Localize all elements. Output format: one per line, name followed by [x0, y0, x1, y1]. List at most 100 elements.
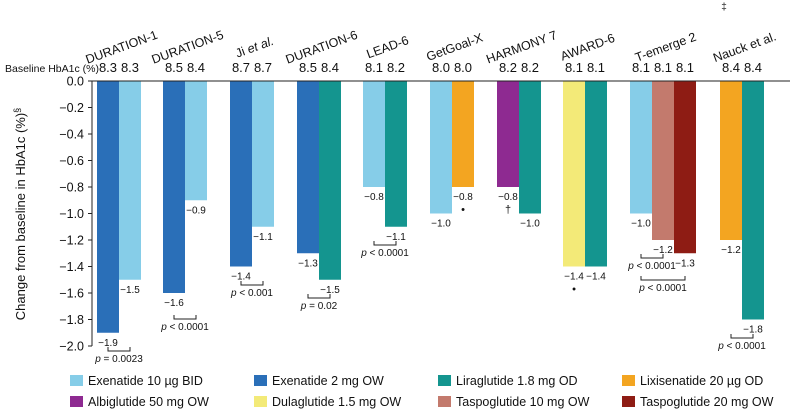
significance-bracket [640, 276, 686, 281]
baseline-value: 8.2 [387, 60, 405, 75]
bar-footnote-mark: • [461, 204, 465, 216]
bar [185, 81, 207, 201]
p-symbol: p [300, 301, 307, 312]
bar [252, 81, 274, 227]
study-name-italic: et al. [242, 34, 276, 58]
bar [230, 81, 252, 267]
bar [652, 81, 674, 240]
y-axis-title: Change from baseline in HbA1c (%)§ [12, 108, 28, 320]
p-symbol: p [717, 341, 724, 352]
bar-footnote-mark: † [505, 204, 511, 216]
bar [163, 81, 185, 293]
bar [563, 81, 585, 267]
p-value-label: p < 0.0001 [627, 261, 676, 272]
baseline-value: 8.7 [232, 60, 250, 75]
baseline-value: 8.1 [365, 60, 383, 75]
bar-value-label: −1.3 [675, 258, 695, 269]
bar [585, 81, 607, 267]
baseline-value: 8.0 [454, 60, 472, 75]
y-tick-label: −1.6 [59, 287, 84, 301]
legend-item-taspoglutide-10: Taspoglutide 10 mg OW [438, 395, 622, 409]
bar-value-label: −1.3 [298, 258, 318, 269]
bar-value-label: −1.5 [120, 285, 140, 296]
bar-value-label: −1.0 [520, 219, 540, 230]
bar-value-label: −1.6 [164, 298, 184, 309]
legend-label: Exenatide 10 µg BID [88, 373, 203, 388]
bar-value-label: −0.8 [498, 192, 518, 203]
y-tick-label: −1.8 [59, 313, 84, 327]
legend-label: Albiglutide 50 mg OW [88, 394, 209, 409]
bar-value-label: −1.5 [320, 285, 340, 296]
bar-footnote-mark: • [572, 284, 576, 296]
p-symbol: p [94, 354, 101, 365]
significance-bracket [640, 254, 664, 259]
legend-swatch [622, 396, 635, 407]
baseline-value: 8.2 [499, 60, 517, 75]
y-tick-label: 0.0 [67, 75, 84, 89]
bar [297, 81, 319, 254]
baseline-value: 8.0 [432, 60, 450, 75]
bar [430, 81, 452, 214]
p-symbol: p [638, 283, 645, 294]
study-footnote-mark: ‡ [721, 2, 727, 13]
significance-bracket [107, 347, 131, 352]
y-tick-label: −0.6 [59, 154, 84, 168]
bar [452, 81, 474, 187]
bar [497, 81, 519, 187]
baseline-value: 8.1 [632, 60, 650, 75]
bar [319, 81, 341, 280]
y-tick-label: −2.0 [59, 340, 84, 354]
p-symbol: p [230, 288, 237, 299]
baseline-value: 8.2 [521, 60, 539, 75]
y-tick-label: −1.0 [59, 207, 84, 221]
bar [519, 81, 541, 214]
baseline-value: 8.1 [654, 60, 672, 75]
significance-bracket [173, 315, 197, 320]
baseline-value: 8.4 [744, 60, 762, 75]
bar-value-label: −1.8 [743, 325, 763, 336]
y-axis-title-superscript: § [12, 108, 22, 113]
baseline-value: 8.3 [99, 60, 117, 75]
legend-item-dulaglutide: Dulaglutide 1.5 mg OW [254, 395, 438, 409]
baseline-hba1c-label: Baseline HbA1c (%) [5, 63, 99, 75]
study-name: GetGoal-X [424, 30, 485, 64]
significance-bracket [307, 294, 331, 299]
bar-value-label: −1.0 [431, 219, 451, 230]
bar-value-label: −1.0 [631, 219, 651, 230]
significance-bracket [730, 334, 754, 339]
bar-value-label: −1.4 [231, 272, 251, 283]
p-value-label: p < 0.0001 [717, 341, 766, 352]
baseline-value: 8.5 [299, 60, 317, 75]
bar-value-label: −0.8 [453, 192, 473, 203]
bar [385, 81, 407, 227]
y-tick-label: −0.4 [59, 128, 84, 142]
legend-label: Exenatide 2 mg OW [272, 373, 384, 388]
legend-item-liraglutide: Liraglutide 1.8 mg OD [438, 374, 622, 388]
legend-label: Lixisenatide 20 µg OD [640, 373, 764, 388]
p-value-label: p = 0.02 [300, 301, 338, 312]
legend-item-exenatide-ow: Exenatide 2 mg OW [254, 374, 438, 388]
legend-item-taspoglutide-20: Taspoglutide 20 mg OW [622, 395, 773, 409]
y-tick-label: −0.2 [59, 101, 84, 115]
legend-label: Dulaglutide 1.5 mg OW [272, 394, 402, 409]
bar-value-label: −1.4 [564, 272, 584, 283]
p-symbol: p [627, 261, 634, 272]
p-symbol: p [160, 322, 167, 333]
legend-item-albiglutide: Albiglutide 50 mg OW [70, 395, 254, 409]
baseline-value: 8.3 [121, 60, 139, 75]
legend-swatch [70, 396, 83, 407]
baseline-value: 8.1 [587, 60, 605, 75]
p-symbol: p [360, 248, 367, 259]
baseline-value: 8.4 [321, 60, 339, 75]
p-value-label: p < 0.001 [230, 288, 273, 299]
significance-bracket [373, 241, 397, 246]
y-tick-label: −1.2 [59, 234, 84, 248]
baseline-value: 8.4 [722, 60, 740, 75]
baseline-value: 8.7 [254, 60, 272, 75]
legend-swatch [438, 396, 451, 407]
legend-swatch [254, 396, 267, 407]
p-value-label: p < 0.0001 [160, 322, 209, 333]
bar-value-label: −1.4 [586, 272, 606, 283]
bar-value-label: −1.9 [98, 338, 118, 349]
